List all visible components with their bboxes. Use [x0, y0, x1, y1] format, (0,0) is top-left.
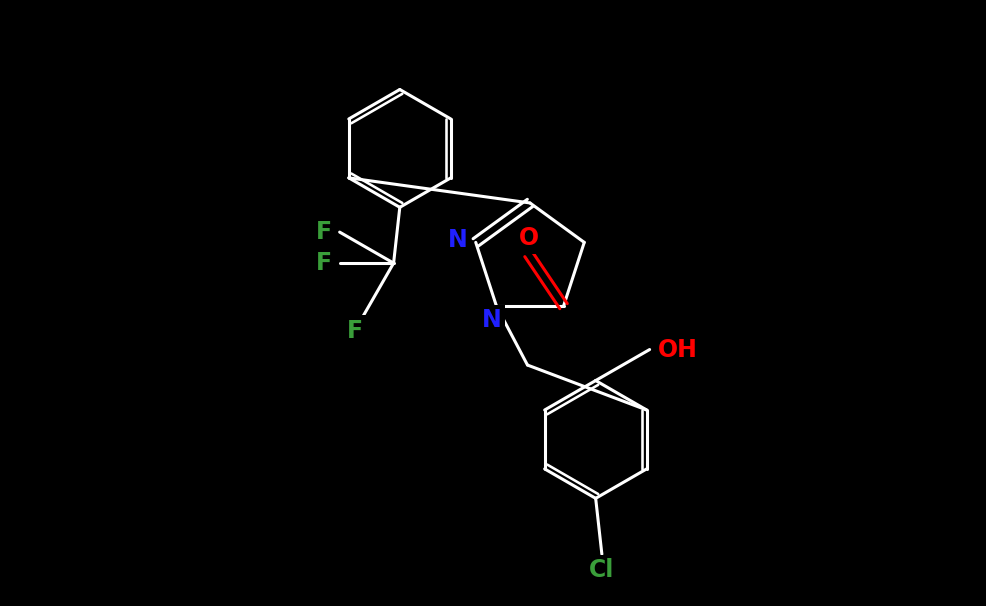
Text: OH: OH [658, 338, 697, 362]
Text: F: F [316, 220, 331, 244]
Text: N: N [481, 308, 501, 332]
Text: F: F [346, 319, 363, 343]
Text: O: O [519, 226, 538, 250]
Text: N: N [448, 228, 467, 252]
Text: F: F [316, 251, 331, 275]
Text: Cl: Cl [590, 558, 614, 582]
